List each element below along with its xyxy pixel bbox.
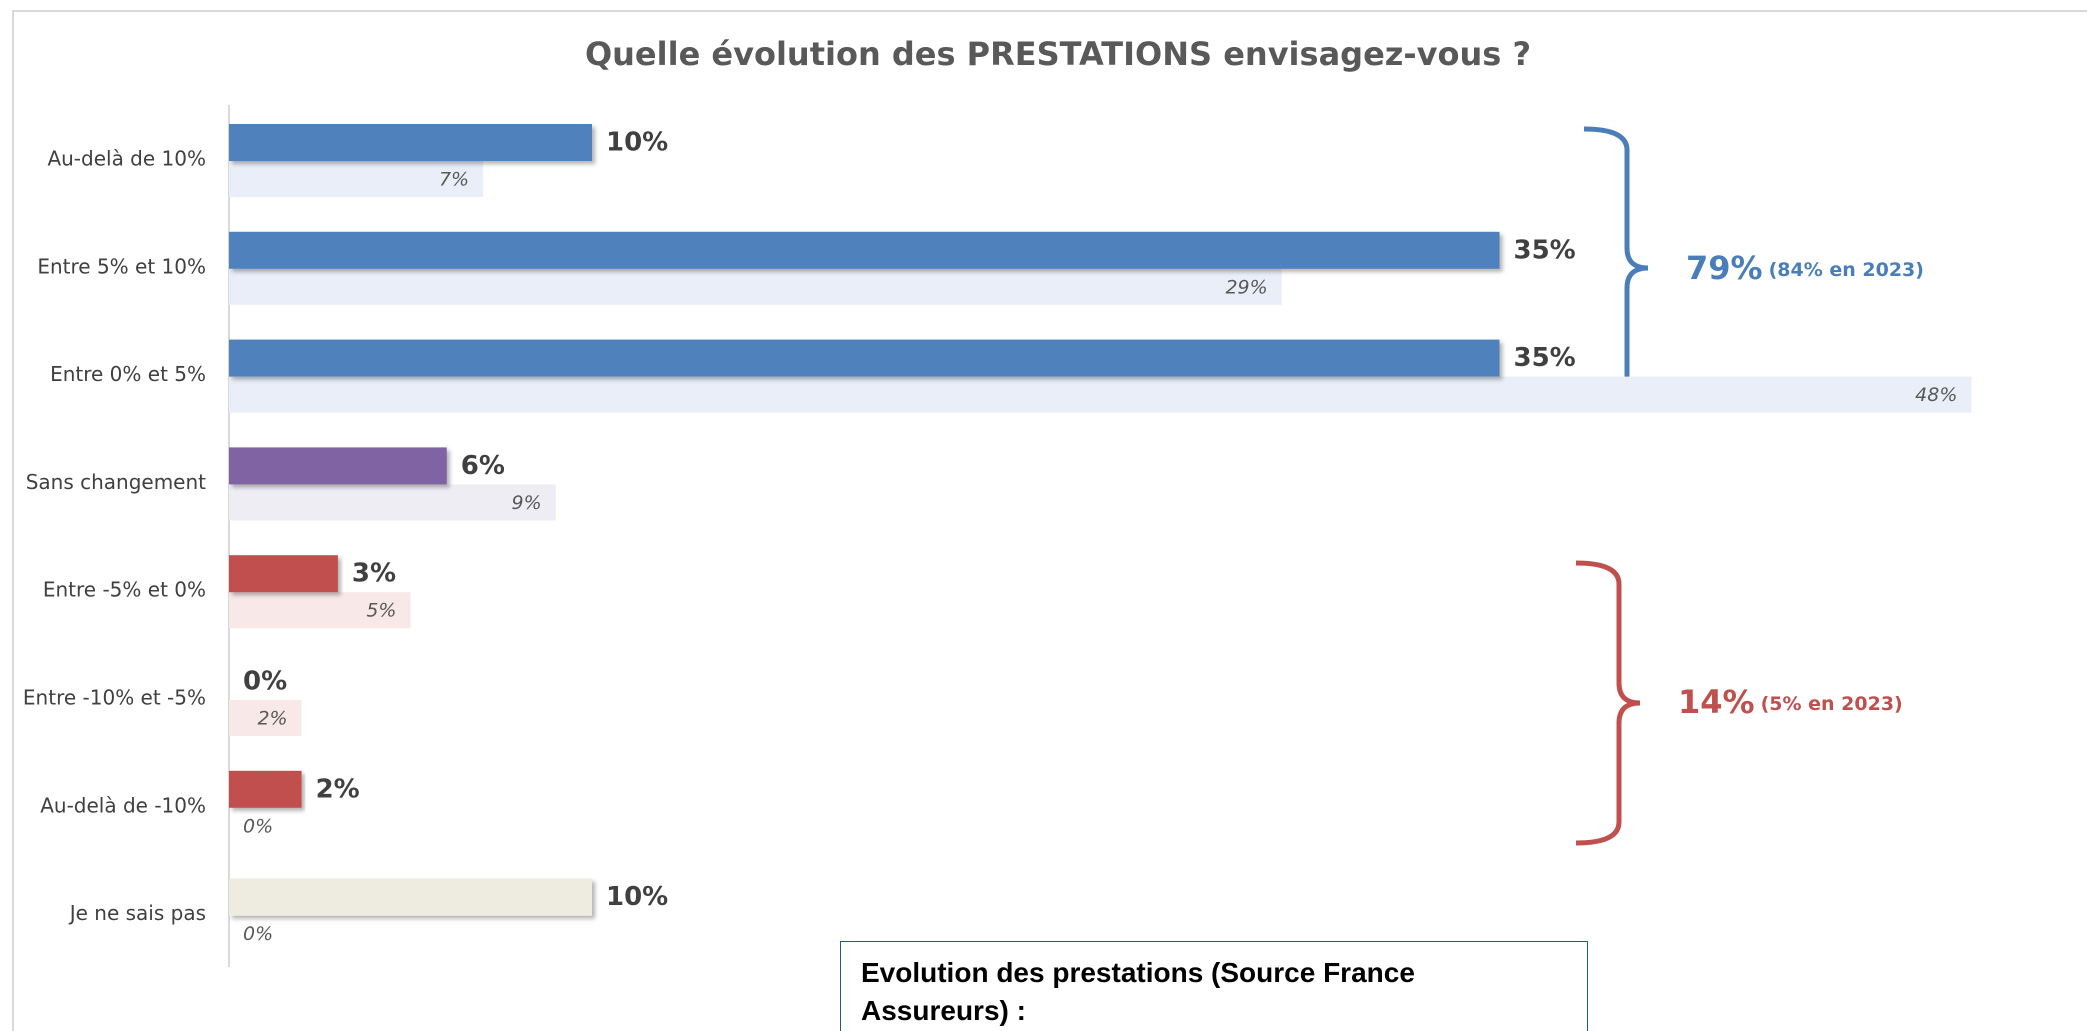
annotation-value: 79% xyxy=(1686,249,1763,287)
bracket xyxy=(1583,126,1649,413)
value-label: 35% xyxy=(1514,235,1576,265)
chart-title: Quelle évolution des PRESTATIONS envisag… xyxy=(585,35,1531,73)
note-box: Evolution des prestations (Source France… xyxy=(840,941,1588,1031)
bar xyxy=(229,339,1500,377)
bar xyxy=(229,770,302,808)
annotation-subtext: (84% en 2023) xyxy=(1769,259,1924,281)
bar-previous xyxy=(229,484,556,521)
annotation-subtext: (5% en 2023) xyxy=(1761,693,1903,715)
bracket xyxy=(1575,560,1641,846)
annotation: 79% (84% en 2023) xyxy=(1686,249,1924,287)
category-label: Au-delà de -10% xyxy=(40,793,206,817)
bar xyxy=(229,555,338,593)
bar-previous xyxy=(229,161,484,197)
value-label: 0% xyxy=(243,667,287,697)
value-label-previous: 9% xyxy=(512,492,542,514)
value-label: 10% xyxy=(606,128,668,158)
category-label: Au-delà de 10% xyxy=(47,147,206,171)
value-label-previous: 48% xyxy=(1915,384,1957,406)
category-label: Sans changement xyxy=(26,470,206,494)
category-label: Je ne sais pas xyxy=(68,901,206,925)
bar-previous xyxy=(229,376,1972,413)
category-label: Entre 5% et 10% xyxy=(37,254,206,278)
frame xyxy=(12,10,2087,1031)
annotation-value: 14% xyxy=(1678,683,1755,721)
value-label-previous: 29% xyxy=(1225,276,1267,298)
bar xyxy=(229,878,592,916)
value-label: 3% xyxy=(352,559,396,589)
bar xyxy=(229,231,1500,269)
value-label-previous: 5% xyxy=(366,600,396,622)
value-label: 2% xyxy=(316,774,360,804)
bar xyxy=(229,124,592,161)
value-label-previous: 0% xyxy=(243,923,273,945)
value-label-previous: 7% xyxy=(439,169,469,191)
bar-previous xyxy=(229,268,1282,305)
value-label: 35% xyxy=(1514,343,1576,373)
category-label: Entre 0% et 5% xyxy=(50,362,206,386)
value-label-previous: 2% xyxy=(257,708,287,730)
category-label: Entre -10% et -5% xyxy=(23,686,206,710)
bar-previous xyxy=(229,700,302,736)
annotation: 14% (5% en 2023) xyxy=(1678,683,1903,721)
value-label: 10% xyxy=(606,882,668,912)
value-label-previous: 0% xyxy=(243,815,273,837)
bar xyxy=(229,447,447,485)
value-label: 6% xyxy=(461,451,505,481)
bar-previous xyxy=(229,592,411,629)
category-label: Entre -5% et 0% xyxy=(43,578,206,602)
